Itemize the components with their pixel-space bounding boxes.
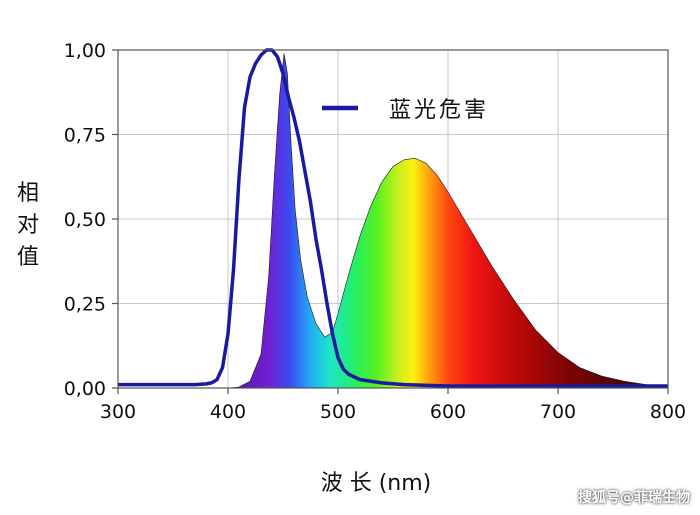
- x-tick-label-700: 700: [540, 401, 576, 423]
- axis-ticks: 300 400 500 600 700 800 0,00 0,25 0,50 0,75 1,00: [64, 40, 686, 423]
- spectrum-area: [227, 53, 669, 389]
- y-tick-label-1: 0,25: [64, 294, 106, 316]
- legend-label: 蓝光危害: [389, 98, 489, 123]
- blue-light-hazard-line: [118, 48, 668, 388]
- x-tick-label-500: 500: [320, 401, 356, 423]
- x-tick-label-400: 400: [210, 401, 246, 423]
- x-tick-label-300: 300: [100, 401, 136, 423]
- y-tick-label-0: 0,00: [64, 378, 106, 400]
- legend: 蓝光危害: [322, 98, 489, 123]
- y-tick-label-2: 0,50: [64, 209, 106, 231]
- x-tick-label-600: 600: [430, 401, 466, 423]
- y-tick-label-4: 1,00: [64, 40, 106, 62]
- x-tick-label-800: 800: [650, 401, 686, 423]
- y-tick-label-3: 0,75: [64, 125, 106, 147]
- y-axis-title: 相对值: [17, 181, 39, 270]
- x-axis-title: 波 长 (nm): [321, 471, 432, 496]
- watermark: 搜狐号@菲瑞生物: [578, 490, 690, 506]
